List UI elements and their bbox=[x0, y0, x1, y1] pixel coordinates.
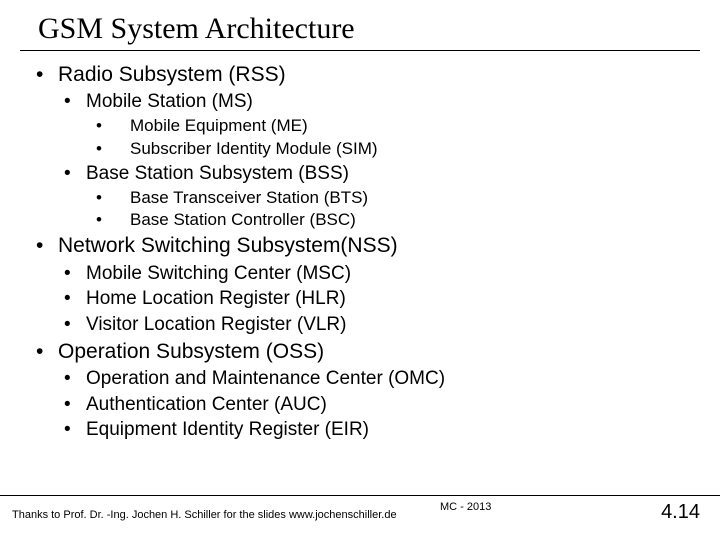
list-item: Mobile Station (MS) bbox=[30, 89, 700, 115]
list-item: Radio Subsystem (RSS) bbox=[30, 61, 700, 89]
footer-course: MC - 2013 bbox=[440, 501, 491, 513]
list-item: Home Location Register (HLR) bbox=[30, 286, 700, 312]
footer-page-number: 4.14 bbox=[661, 501, 700, 524]
footer-credit: Thanks to Prof. Dr. -Ing. Jochen H. Schi… bbox=[12, 509, 397, 521]
list-item: Mobile Switching Center (MSC) bbox=[30, 261, 700, 287]
list-item: Network Switching Subsystem(NSS) bbox=[30, 232, 700, 260]
list-item: Base Station Controller (BSC) bbox=[30, 209, 700, 232]
slide-footer: Thanks to Prof. Dr. -Ing. Jochen H. Schi… bbox=[0, 495, 720, 524]
outline-list: Radio Subsystem (RSS) Mobile Station (MS… bbox=[30, 61, 700, 443]
slide: GSM System Architecture Radio Subsystem … bbox=[0, 0, 720, 540]
list-item: Visitor Location Register (VLR) bbox=[30, 312, 700, 338]
list-item: Equipment Identity Register (EIR) bbox=[30, 417, 700, 443]
slide-title: GSM System Architecture bbox=[20, 12, 700, 51]
list-item: Subscriber Identity Module (SIM) bbox=[30, 138, 700, 161]
list-item: Authentication Center (AUC) bbox=[30, 392, 700, 418]
list-item: Base Transceiver Station (BTS) bbox=[30, 187, 700, 210]
slide-content: Radio Subsystem (RSS) Mobile Station (MS… bbox=[20, 61, 700, 443]
list-item: Operation Subsystem (OSS) bbox=[30, 338, 700, 366]
list-item: Operation and Maintenance Center (OMC) bbox=[30, 366, 700, 392]
list-item: Base Station Subsystem (BSS) bbox=[30, 161, 700, 187]
list-item: Mobile Equipment (ME) bbox=[30, 115, 700, 138]
